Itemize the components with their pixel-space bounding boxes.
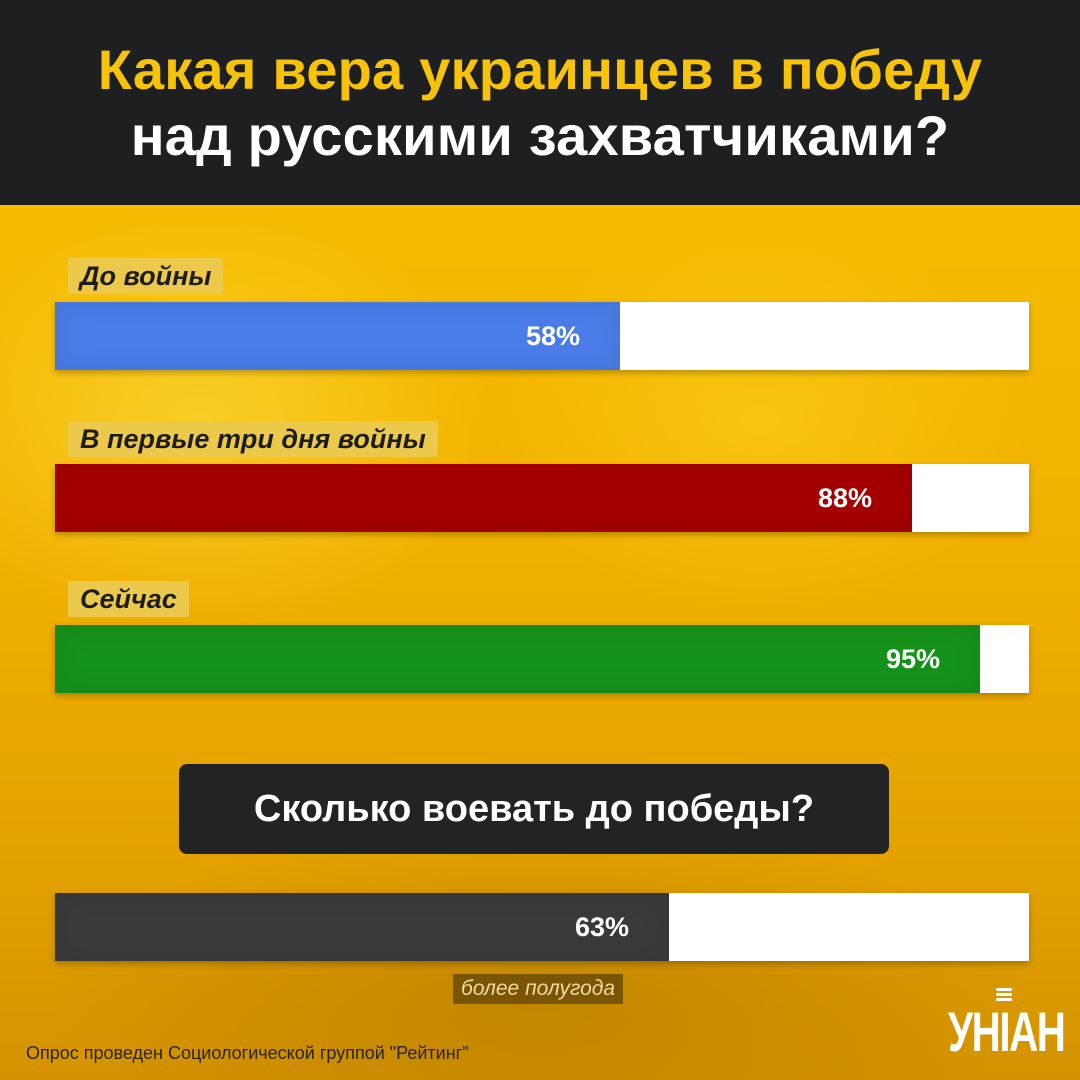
- bar-value-duration: 63%: [574, 912, 629, 942]
- bar-value-first-days: 88%: [817, 483, 872, 513]
- bar-track-before-war: 58%: [55, 302, 1029, 370]
- source-note: Опрос проведен Социологической группой "…: [26, 1043, 469, 1063]
- bar-label-before-war: До войны: [68, 258, 224, 294]
- bar-fill-before-war: [55, 302, 620, 370]
- bar-track-duration: 63%: [55, 893, 1029, 961]
- microphone-icon: [996, 988, 1012, 1002]
- bar-note-duration: более полугода: [453, 974, 624, 1004]
- bar-fill-now: [55, 625, 980, 693]
- bar-track-now: 95%: [55, 625, 1029, 693]
- question-box: Сколько воевать до победы?: [179, 764, 889, 854]
- title-line-1: Какая вера украинцев в победу: [97, 37, 983, 101]
- logo-text: УНІАН: [948, 1000, 1066, 1063]
- bar-label-first-days: В первые три дня войны: [68, 421, 438, 457]
- bar-value-before-war: 58%: [525, 321, 580, 351]
- bar-fill-duration: [55, 893, 669, 961]
- bar-value-now: 95%: [885, 644, 940, 674]
- unian-logo: УНІАН: [948, 988, 1066, 1063]
- header: Какая вера украинцев в победу над русски…: [0, 0, 1080, 205]
- title-line-2: над русскими захватчиками?: [130, 103, 950, 167]
- bar-track-first-days: 88%: [55, 464, 1029, 532]
- bar-fill-first-days: [55, 464, 912, 532]
- bar-label-now: Сейчас: [68, 581, 189, 617]
